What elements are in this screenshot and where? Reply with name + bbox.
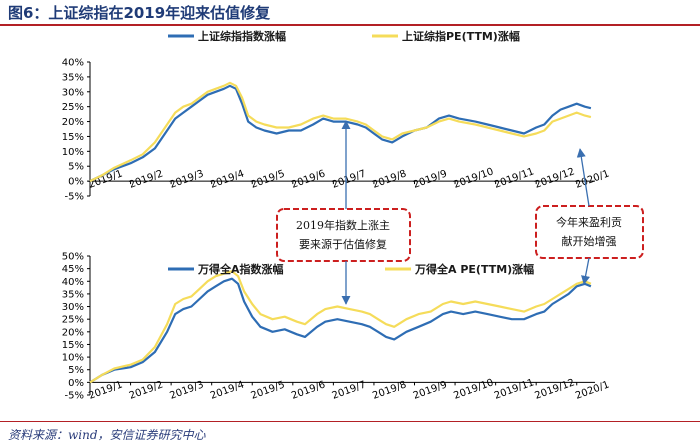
y-tick-label: 30%	[62, 87, 84, 98]
y-tick-label: 5%	[68, 365, 84, 376]
series-line-0	[89, 277, 592, 384]
x-tick-label: 2019/5	[250, 168, 287, 190]
legend-label-0: 上证综指指数涨幅	[198, 29, 286, 43]
series-line-0	[89, 84, 592, 183]
callout-earnings-box	[535, 205, 644, 259]
x-tick-label: 2019/11	[493, 377, 536, 402]
y-tick-label: 50%	[62, 252, 84, 263]
y-tick-label: -5%	[65, 391, 84, 402]
x-tick-label: 2019/10	[452, 377, 495, 402]
y-tick-label: 40%	[62, 277, 84, 288]
figure-title: 图6：上证综指在2019年迎来估值修复	[8, 4, 271, 22]
callout-valuation-line-2: 要来源于估值修复	[299, 237, 387, 251]
callout-earnings-line-2: 献开始增强	[562, 234, 617, 248]
y-tick-label: 5%	[68, 162, 84, 173]
y-tick-label: 25%	[62, 315, 84, 326]
y-tick-label: -5%	[65, 192, 84, 203]
y-tick-label: 0%	[68, 177, 84, 188]
charts-canvas: -5%0%5%10%15%20%25%30%35%40%2019/1 2019/2…	[62, 29, 644, 402]
x-tick-label: 2019/6	[290, 168, 327, 190]
x-tick-label: 2019/12	[533, 166, 576, 191]
legend-label-1: 上证综指PE(TTM)涨幅	[402, 29, 520, 43]
x-tick-label: 2019/9	[412, 168, 449, 190]
x-tick-label: 2020/1	[574, 168, 611, 190]
callout-earnings: 今年来盈利贡 献开始增强	[535, 205, 644, 259]
legend-label-1: 万得全A PE(TTM)涨幅	[414, 262, 534, 276]
y-tick-label: 15%	[62, 340, 84, 351]
series-line-1	[89, 270, 592, 384]
y-tick-label: 45%	[62, 264, 84, 275]
y-tick-label: 20%	[62, 117, 84, 128]
x-tick-label: 2019/12	[533, 377, 576, 402]
y-tick-label: 30%	[62, 302, 84, 313]
callout-valuation-line-1: 2019年指数上涨主	[296, 218, 390, 232]
x-tick-label: 2019/11	[493, 166, 536, 191]
y-tick-label: 35%	[62, 72, 84, 83]
series-line-1	[89, 81, 592, 183]
y-tick-label: 20%	[62, 327, 84, 338]
legend-label-0: 万得全A指数涨幅	[197, 262, 284, 276]
y-tick-label: 10%	[62, 353, 84, 364]
y-tick-label: 15%	[62, 132, 84, 143]
chart-bottom: -5% 0% 5%10% 15% 20%25% 30% 35%40% 45%50% 2019/1…	[62, 252, 611, 402]
y-tick-label: 10%	[62, 147, 84, 158]
y-tick-label: 40%	[62, 58, 84, 69]
callout-earnings-line-1: 今年来盈利贡	[556, 215, 622, 229]
y-tick-label: 25%	[62, 102, 84, 113]
x-tick-label: 2019/3	[168, 168, 205, 190]
callout-valuation-box	[276, 208, 411, 262]
title-rule	[0, 24, 700, 26]
source-note: 资料来源：wind，安信证券研究中心	[8, 428, 206, 442]
x-tick-label: 2019/2	[128, 168, 165, 190]
x-tick-label: 2019/7	[331, 168, 368, 190]
source-rule	[0, 421, 700, 422]
arrow-earnings-up	[576, 148, 590, 207]
callout-valuation: 2019年指数上涨主 要来源于估值修复	[276, 208, 411, 262]
chart-top: -5%0%5%10%15%20%25%30%35%40%2019/1 2019/2…	[62, 29, 611, 203]
x-tick-label: 2019/10	[452, 166, 495, 191]
x-tick-label: 2019/4	[209, 168, 246, 190]
arrow-earnings-down	[581, 257, 591, 285]
y-tick-label: 0%	[68, 378, 84, 389]
y-tick-label: 35%	[62, 289, 84, 300]
x-tick-label: 2019/8	[371, 168, 408, 190]
